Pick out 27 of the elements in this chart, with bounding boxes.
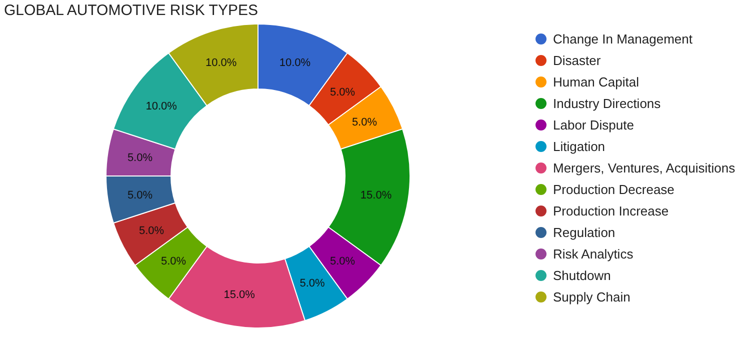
legend-label: Industry Directions (553, 96, 662, 112)
data-label: 10.0% (205, 57, 237, 70)
chart-title: GLOBAL AUTOMOTIVE RISK TYPES (4, 2, 258, 19)
legend-label: Labor Dispute (553, 118, 634, 133)
data-label: 10.0% (146, 100, 178, 113)
data-label: 5.0% (138, 225, 164, 238)
data-label: 5.0% (127, 152, 153, 164)
data-label: 10.0% (279, 57, 311, 70)
legend-label: Production Increase (553, 204, 669, 219)
data-label: 15.0% (360, 190, 392, 202)
data-label: 5.0% (330, 255, 356, 268)
legend-label: Litigation (553, 139, 606, 154)
data-label: 15.0% (224, 288, 256, 301)
data-label: 5.0% (127, 190, 153, 202)
legend-label: Human Capital (553, 74, 640, 90)
data-label: 5.0% (352, 116, 378, 129)
data-label: 5.0% (300, 277, 326, 290)
legend-label: Shutdown (553, 268, 611, 284)
legend-label: Risk Analytics (553, 246, 634, 262)
legend-label: Mergers, Ventures, Acquisitions (553, 160, 736, 176)
data-label: 5.0% (160, 255, 186, 268)
legend-label: Production Decrease (553, 182, 674, 198)
legend-label: Regulation (553, 225, 616, 240)
legend-label: Change In Management (553, 32, 693, 47)
legend-label: Disaster (553, 53, 602, 68)
legend-label: Supply Chain (553, 290, 630, 305)
data-label: 5.0% (330, 86, 356, 98)
